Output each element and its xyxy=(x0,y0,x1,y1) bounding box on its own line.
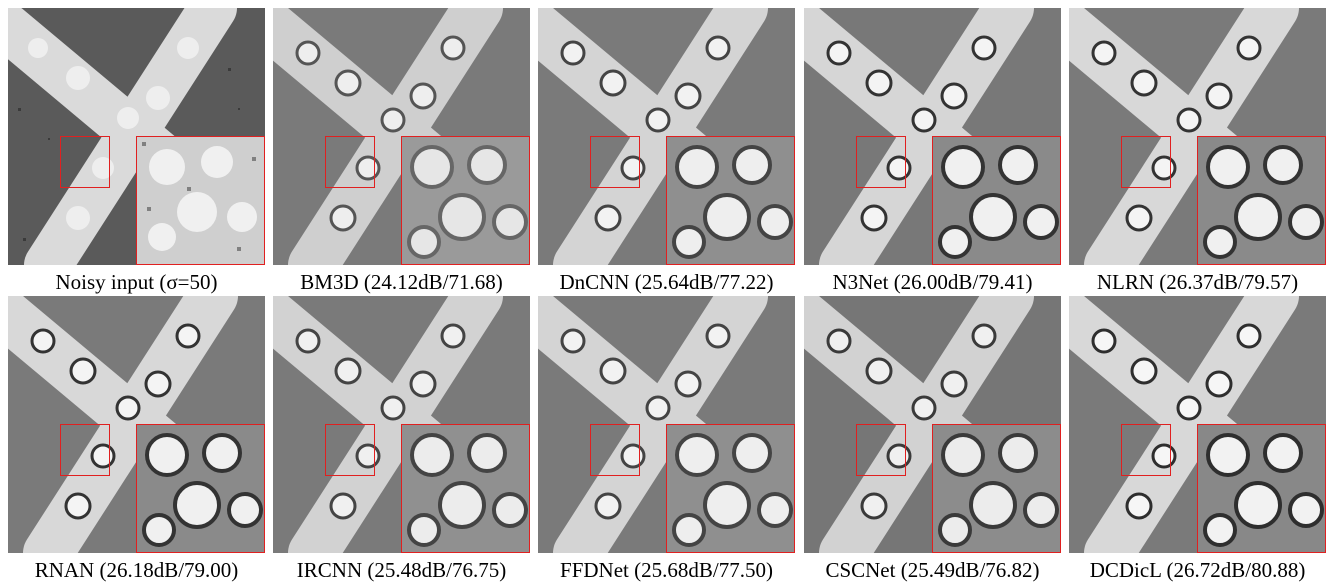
panel-n3net: N3Net (26.00dB/79.41) xyxy=(804,8,1061,294)
roi-box xyxy=(325,424,375,476)
result-image xyxy=(538,8,795,265)
panel-caption: FFDNet (25.68dB/77.50) xyxy=(560,558,773,582)
panel-bm3d: BM3D (24.12dB/71.68) xyxy=(273,8,530,294)
zoom-inset xyxy=(136,136,265,265)
zoom-inset xyxy=(1197,424,1326,553)
panel-caption: BM3D (24.12dB/71.68) xyxy=(300,270,503,294)
panel-cscnet: CSCNet (25.49dB/76.82) xyxy=(804,296,1061,582)
roi-box xyxy=(1121,424,1171,476)
roi-box xyxy=(60,424,110,476)
panel-caption: RNAN (26.18dB/79.00) xyxy=(34,558,239,582)
result-image xyxy=(538,296,795,553)
roi-box xyxy=(856,424,906,476)
result-image xyxy=(273,8,530,265)
roi-box xyxy=(590,424,640,476)
panel-caption: Noisy input (σ=50) xyxy=(55,270,218,294)
result-image xyxy=(804,8,1061,265)
noisy-image xyxy=(8,8,265,265)
roi-box xyxy=(590,136,640,188)
zoom-inset xyxy=(136,424,265,553)
result-image xyxy=(804,296,1061,553)
result-image xyxy=(1069,296,1326,553)
panel-caption: CSCNet (25.49dB/76.82) xyxy=(825,558,1040,582)
roi-box xyxy=(1121,136,1171,188)
zoom-inset xyxy=(666,136,795,265)
panel-ffdnet: FFDNet (25.68dB/77.50) xyxy=(538,296,795,582)
roi-box xyxy=(325,136,375,188)
result-image xyxy=(1069,8,1326,265)
panel-caption: IRCNN (25.48dB/76.75) xyxy=(296,558,507,582)
panel-rnan: RNAN (26.18dB/79.00) xyxy=(8,296,265,582)
panel-dncnn: DnCNN (25.64dB/77.22) xyxy=(538,8,795,294)
panel-caption: DnCNN (25.64dB/77.22) xyxy=(559,270,774,294)
result-image xyxy=(8,296,265,553)
zoom-inset xyxy=(932,136,1061,265)
panel-caption: DCDicL (26.72dB/80.88) xyxy=(1089,558,1306,582)
zoom-inset xyxy=(401,424,530,553)
result-image xyxy=(273,296,530,553)
roi-box xyxy=(60,136,110,188)
panel-caption: N3Net (26.00dB/79.41) xyxy=(832,270,1033,294)
zoom-inset xyxy=(932,424,1061,553)
panel-noisy: Noisy input (σ=50) xyxy=(8,8,265,294)
zoom-inset xyxy=(1197,136,1326,265)
zoom-inset xyxy=(401,136,530,265)
zoom-inset xyxy=(666,424,795,553)
panel-ircnn: IRCNN (25.48dB/76.75) xyxy=(273,296,530,582)
panel-caption: NLRN (26.37dB/79.57) xyxy=(1096,270,1299,294)
roi-box xyxy=(856,136,906,188)
panel-dcdicl: DCDicL (26.72dB/80.88) xyxy=(1069,296,1326,582)
panel-nlrn: NLRN (26.37dB/79.57) xyxy=(1069,8,1326,294)
